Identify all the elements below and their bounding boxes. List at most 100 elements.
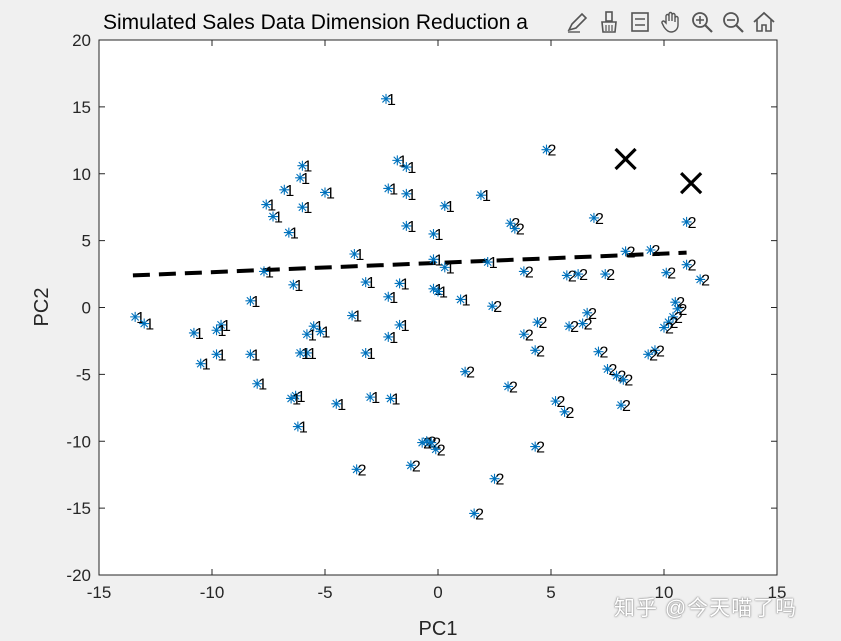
data-point: 1 bbox=[383, 181, 398, 198]
home-icon[interactable] bbox=[750, 8, 778, 36]
asterisk-marker bbox=[695, 274, 706, 285]
data-point: 2 bbox=[530, 440, 545, 457]
point-label: 1 bbox=[353, 309, 362, 326]
asterisk-marker bbox=[394, 319, 405, 330]
data-point: 2 bbox=[643, 347, 658, 364]
asterisk-marker bbox=[211, 325, 222, 336]
data-point: 1 bbox=[331, 397, 346, 414]
y-tick-label: 0 bbox=[82, 299, 91, 318]
data-point: 2 bbox=[588, 211, 604, 228]
asterisk-marker bbox=[245, 295, 256, 306]
asterisk-marker bbox=[315, 326, 326, 337]
pan-hand-icon[interactable] bbox=[657, 8, 685, 36]
asterisk-marker bbox=[421, 436, 432, 447]
data-point: 1 bbox=[383, 290, 398, 307]
data-point: 2 bbox=[618, 373, 633, 390]
asterisk-marker bbox=[283, 227, 294, 238]
point-label: 1 bbox=[446, 260, 455, 277]
data-point: 1 bbox=[320, 185, 335, 202]
zoom-out-icon[interactable] bbox=[719, 8, 747, 36]
asterisk-marker bbox=[482, 257, 493, 268]
point-label: 1 bbox=[367, 346, 376, 363]
point-label: 1 bbox=[389, 330, 398, 347]
asterisk-marker bbox=[455, 294, 466, 305]
zoom-in-icon[interactable] bbox=[688, 8, 716, 36]
asterisk-marker bbox=[297, 160, 308, 171]
point-label: 2 bbox=[665, 321, 674, 338]
point-label: 2 bbox=[651, 243, 660, 260]
asterisk-marker bbox=[295, 347, 306, 358]
asterisk-marker bbox=[401, 220, 412, 231]
point-label: 1 bbox=[218, 347, 227, 364]
data-point: 1 bbox=[385, 391, 401, 408]
data-point: 1 bbox=[383, 330, 398, 347]
data-point: 1 bbox=[279, 183, 294, 200]
data-point: 2 bbox=[430, 442, 446, 459]
asterisk-marker bbox=[593, 346, 604, 357]
data-point: 2 bbox=[530, 343, 545, 360]
data-point: 2 bbox=[573, 267, 588, 284]
data-point: 2 bbox=[541, 143, 556, 160]
point-label: 1 bbox=[136, 310, 145, 327]
asterisk-marker bbox=[383, 291, 394, 302]
asterisk-marker bbox=[428, 228, 439, 239]
data-point: 2 bbox=[602, 362, 618, 379]
y-tick-label: -15 bbox=[66, 499, 91, 518]
point-label: 2 bbox=[525, 264, 534, 281]
data-point: 1 bbox=[297, 159, 312, 176]
asterisk-marker bbox=[381, 93, 392, 104]
point-label: 1 bbox=[355, 247, 364, 264]
data-point: 2 bbox=[681, 258, 697, 275]
asterisk-marker bbox=[550, 396, 561, 407]
axes-box bbox=[98, 39, 778, 576]
data-point: 1 bbox=[308, 319, 324, 336]
x-tick-label: -5 bbox=[317, 583, 332, 602]
asterisk-marker bbox=[541, 144, 552, 155]
point-label: 2 bbox=[568, 268, 577, 285]
point-label: 1 bbox=[392, 391, 401, 408]
y-tick-label: -10 bbox=[66, 432, 91, 451]
point-label: 2 bbox=[584, 317, 593, 334]
point-label: 1 bbox=[290, 226, 299, 243]
data-point: 1 bbox=[401, 187, 416, 204]
point-label: 1 bbox=[489, 255, 498, 272]
point-label: 2 bbox=[595, 211, 604, 228]
asterisk-marker bbox=[439, 262, 450, 273]
asterisk-marker bbox=[663, 317, 674, 328]
asterisk-marker bbox=[394, 278, 405, 289]
asterisk-marker bbox=[611, 370, 622, 381]
point-label: 1 bbox=[446, 199, 455, 216]
data-tips-icon[interactable] bbox=[626, 8, 654, 36]
point-label: 1 bbox=[367, 275, 376, 292]
asterisk-marker bbox=[261, 199, 272, 210]
asterisk-marker bbox=[216, 319, 227, 330]
data-point: 1 bbox=[297, 200, 312, 217]
asterisk-marker bbox=[530, 345, 541, 356]
asterisk-marker bbox=[489, 473, 500, 484]
asterisk-marker bbox=[668, 311, 679, 322]
data-point: 1 bbox=[290, 389, 306, 406]
point-label: 1 bbox=[294, 278, 303, 295]
asterisk-marker bbox=[405, 460, 416, 471]
point-label: 2 bbox=[536, 440, 545, 457]
asterisk-marker bbox=[518, 266, 529, 277]
point-label: 1 bbox=[482, 188, 491, 205]
data-point: 2 bbox=[489, 472, 505, 489]
asterisk-marker bbox=[295, 172, 306, 183]
brush-icon[interactable] bbox=[595, 8, 623, 36]
data-point: 1 bbox=[433, 284, 448, 301]
asterisk-marker bbox=[188, 327, 199, 338]
point-label: 2 bbox=[432, 436, 441, 453]
point-label: 2 bbox=[618, 369, 627, 386]
point-label: 2 bbox=[423, 436, 432, 453]
point-label: 2 bbox=[701, 272, 710, 289]
x-tick-label: -15 bbox=[87, 583, 112, 602]
asterisk-marker bbox=[518, 329, 529, 340]
point-label: 1 bbox=[145, 317, 154, 334]
point-label: 2 bbox=[676, 295, 685, 312]
x-tick-label: -10 bbox=[200, 583, 225, 602]
edit-plot-icon[interactable] bbox=[564, 8, 592, 36]
data-point: 1 bbox=[268, 210, 283, 227]
data-point: 2 bbox=[518, 264, 534, 281]
asterisk-marker bbox=[385, 393, 396, 404]
